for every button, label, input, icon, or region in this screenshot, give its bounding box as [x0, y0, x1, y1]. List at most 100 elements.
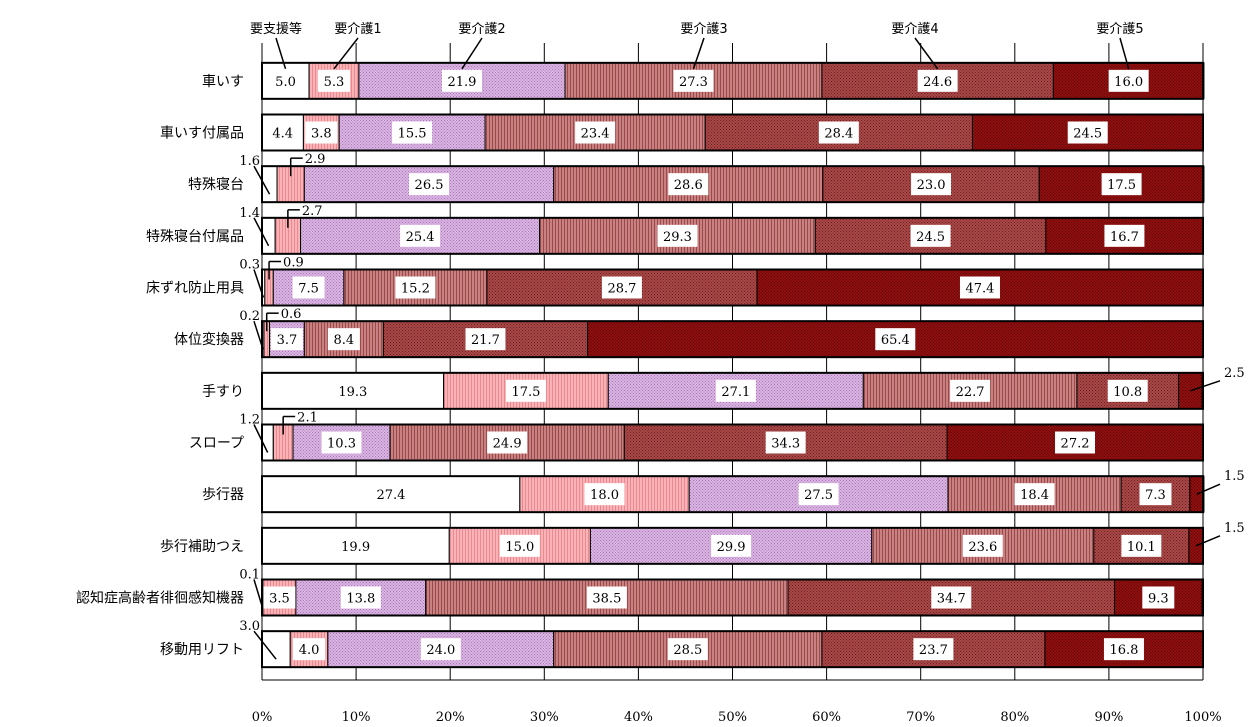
value-label: 24.9 — [493, 437, 522, 452]
bar-outline — [261, 475, 1204, 514]
value-label: 5.3 — [324, 75, 345, 90]
bar-outline — [261, 578, 1204, 617]
value-label: 10.8 — [1113, 385, 1142, 400]
value-label-bg — [950, 379, 991, 402]
value-label-bg — [584, 483, 625, 506]
value-label: 16.8 — [1109, 643, 1138, 658]
category-label: 車いす — [202, 73, 244, 90]
x-tick-label: 60% — [812, 710, 841, 725]
value-label-bg — [1142, 586, 1175, 609]
callout-line — [253, 579, 264, 608]
bar-outline — [261, 61, 1204, 100]
value-label: 28.5 — [673, 643, 702, 658]
bar-segment — [261, 630, 291, 668]
value-label-bg — [370, 483, 411, 506]
x-tick-label: 0% — [252, 710, 273, 725]
value-label: 24.5 — [1073, 127, 1102, 142]
value-label: 16.0 — [1114, 75, 1143, 90]
value-label: 26.5 — [415, 178, 444, 193]
category-label: 移動用リフト — [160, 642, 244, 658]
value-label: 3.8 — [311, 127, 332, 142]
value-label-bg — [317, 69, 350, 92]
value-label-bg — [441, 69, 482, 92]
value-label: 1.5 — [1224, 469, 1245, 484]
value-label: 1.5 — [1224, 521, 1245, 536]
value-label-bg — [715, 379, 756, 402]
x-tick-label: 50% — [718, 710, 747, 725]
value-label-bg — [420, 638, 461, 661]
bar-outline — [261, 268, 1204, 307]
value-label-bg — [499, 534, 540, 557]
value-label: 18.0 — [590, 488, 619, 503]
value-label: 5.0 — [275, 75, 296, 90]
x-axis-tick-labels: 0% 10% 20% 30% 40% 50% 60% 70% 80% 90% 100% — [252, 710, 1222, 725]
callout-line — [1196, 483, 1221, 495]
value-label: 9.3 — [1148, 592, 1169, 607]
value-label: 1.4 — [239, 206, 260, 221]
value-label-bg — [917, 69, 958, 92]
value-label: 0.6 — [281, 307, 302, 322]
bar-outline — [261, 630, 1204, 669]
value-label: 27.3 — [679, 75, 708, 90]
value-label: 0.3 — [239, 258, 260, 273]
value-label-bg — [263, 586, 296, 609]
value-label: 24.5 — [916, 230, 945, 245]
value-label-bg — [270, 328, 303, 351]
legend-label: 要介護4 — [891, 21, 938, 37]
value-label-bg — [668, 173, 709, 196]
category-label: 床ずれ防止用具 — [146, 281, 244, 297]
value-label: 21.7 — [471, 333, 500, 348]
legend-pointer — [914, 37, 939, 70]
category-label: 特殊寝台付属品 — [146, 228, 244, 245]
value-label-bg — [1139, 483, 1172, 506]
bar-outline — [261, 113, 1204, 152]
value-label: 34.7 — [937, 592, 966, 607]
legend-pointer — [692, 37, 705, 70]
callout-line — [253, 630, 277, 660]
value-label: 23.0 — [917, 178, 946, 193]
legend-label: 要介護2 — [458, 21, 505, 37]
value-label-bg — [400, 224, 441, 247]
value-label: 19.3 — [338, 385, 367, 400]
value-label: 2.1 — [297, 411, 318, 426]
value-label-bg — [335, 534, 376, 557]
category-label: 体位変換器 — [174, 331, 244, 348]
value-label: 24.6 — [923, 75, 952, 90]
x-tick-label: 90% — [1094, 710, 1123, 725]
value-label: 19.9 — [341, 540, 370, 555]
value-label-bg — [392, 121, 433, 144]
legend-pointer — [461, 37, 483, 70]
legend-label: 要介護3 — [680, 21, 727, 37]
callout-line — [253, 217, 270, 247]
value-label-bg — [910, 224, 951, 247]
value-label: 0.1 — [239, 568, 260, 583]
value-label-bg — [487, 431, 528, 454]
value-label: 29.9 — [717, 540, 746, 555]
value-label-bg — [601, 276, 642, 299]
value-label: 27.1 — [721, 385, 750, 400]
value-label-bg — [332, 379, 373, 402]
bar-segment — [814, 217, 1047, 255]
x-tick-label: 20% — [436, 710, 465, 725]
x-tick-label: 80% — [1000, 710, 1029, 725]
value-label-bg — [266, 121, 299, 144]
value-label: 17.5 — [511, 385, 540, 400]
x-tick-label: 30% — [530, 710, 559, 725]
legend-label: 要支援等 — [250, 21, 302, 37]
value-label: 4.4 — [272, 127, 293, 142]
bar-outline — [261, 320, 1204, 359]
value-label-bg — [340, 586, 381, 609]
value-label: 0.2 — [239, 309, 260, 324]
category-label: 特殊寝台 — [188, 176, 244, 193]
value-label: 15.5 — [398, 127, 427, 142]
value-label: 28.6 — [674, 178, 703, 193]
callout-line — [253, 424, 269, 453]
value-label-bg — [321, 431, 362, 454]
category-label: 車いす付属品 — [160, 125, 244, 142]
x-tick-label: 40% — [624, 710, 653, 725]
value-label-bg — [657, 224, 698, 247]
value-label-bg — [1101, 173, 1142, 196]
value-label-bg — [962, 534, 1003, 557]
value-label-bg — [911, 173, 952, 196]
